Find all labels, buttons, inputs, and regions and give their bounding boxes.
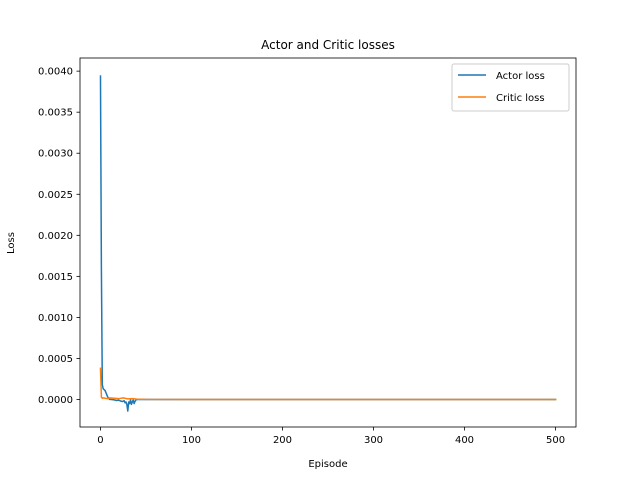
x-tick-label: 200 (273, 435, 292, 446)
legend-label-critic-loss: Critic loss (496, 93, 545, 104)
y-tick-label: 0.0030 (38, 149, 73, 160)
x-tick-label: 300 (364, 435, 383, 446)
series-layer (99, 75, 557, 412)
y-tick-label: 0.0010 (38, 313, 73, 324)
x-tick-label: 100 (182, 435, 201, 446)
y-axis-ticks: 0.0000 0.0005 0.0010 0.0015 0.0020 0.0025 0.00… (38, 67, 80, 406)
y-tick-label: 0.0005 (38, 354, 73, 365)
y-axis-label: Loss (6, 232, 17, 254)
plot-area (80, 58, 576, 427)
x-axis-ticks: 0 100 200 300 400 500 (97, 427, 565, 446)
y-tick-label: 0.0020 (38, 231, 73, 242)
x-tick-label: 400 (455, 435, 474, 446)
y-tick-label: 0.0000 (38, 395, 73, 406)
chart-title: Actor and Critic losses (261, 38, 395, 52)
x-axis-label: Episode (308, 459, 347, 470)
y-tick-label: 0.0025 (38, 190, 73, 201)
legend: Actor loss Critic loss (451, 63, 570, 112)
y-tick-label: 0.0040 (38, 67, 73, 78)
y-tick-label: 0.0015 (38, 272, 73, 283)
x-tick-label: 0 (97, 435, 103, 446)
x-tick-label: 500 (546, 435, 565, 446)
y-tick-label: 0.0035 (38, 108, 73, 119)
series-line-critic-loss (99, 367, 557, 401)
axes-frame (79, 57, 577, 428)
legend-label-actor-loss: Actor loss (496, 71, 545, 82)
